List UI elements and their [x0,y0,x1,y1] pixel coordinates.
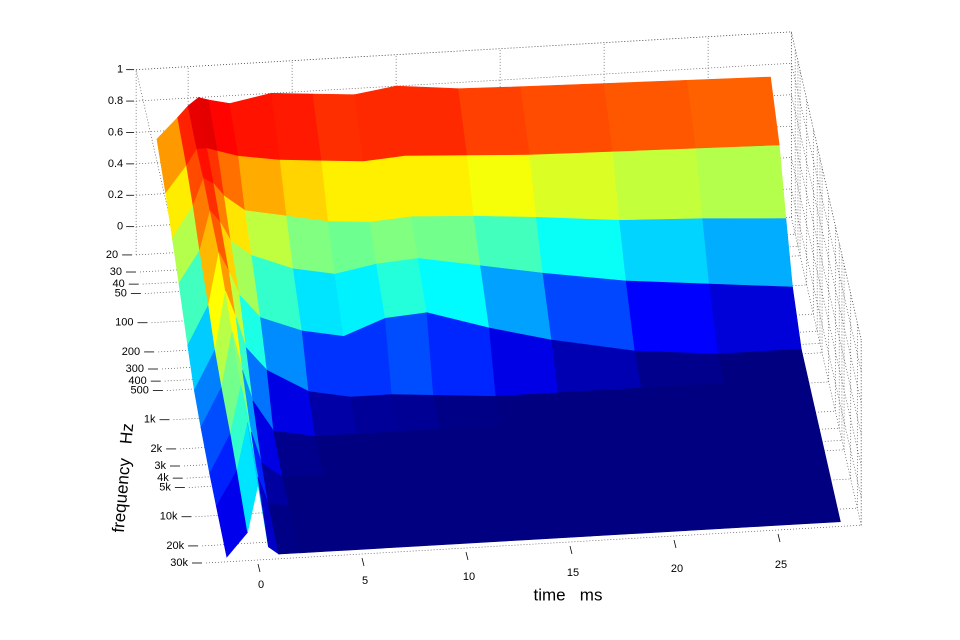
y-tick-label: 5k [159,481,171,493]
y-tick-label: 1k [144,414,156,426]
grid-line [205,524,862,564]
surface-patch [510,460,581,494]
x-tick [257,563,261,573]
surface-patch [391,394,441,432]
y-tick-label: 4k [157,472,169,484]
surface-patch [406,467,456,500]
box-edge [790,31,862,341]
x-axis-label: time ms [534,585,603,604]
surface-patch [724,378,815,413]
surface-patch [634,350,726,389]
x-tick-label: 15 [567,567,579,579]
surface-patch [495,392,566,426]
z-tick-label: 0 [117,221,123,233]
surface-patch [579,484,675,537]
y-tick-label: 30k [170,557,188,569]
y-tick-label: 100 [115,317,133,329]
y-tick-label: 40 [113,278,125,290]
grid-line [136,62,792,102]
z-tick-label: 0.6 [108,126,123,138]
surface-patch [395,85,468,157]
surface-patch [323,472,373,505]
surface-patch [739,445,831,481]
surface-patch [641,382,732,418]
y-tick-label: 30 [110,266,122,278]
y-tick-label: 2k [151,443,163,455]
surface-patch [573,455,664,491]
surface-patch [520,83,614,156]
surface-patch [349,394,399,435]
y-tick-label: 3k [154,460,166,472]
z-tick-label: 0.2 [108,189,123,201]
surface-patch [282,474,332,507]
surface-patch [365,469,415,503]
grid-line [790,31,862,341]
y-tick-label: 20k [166,540,184,552]
z-tick-label: 0.8 [108,95,123,107]
surface-patch [656,450,748,486]
surface-patch [717,348,809,384]
surface-patch [517,489,592,541]
x-tick-label: 0 [258,579,264,591]
surface-patch [458,86,531,156]
surface-patch [612,148,704,221]
surface-patch [502,421,575,465]
surface-patch [404,155,475,218]
surface-patch [702,218,793,288]
surface-patch [238,155,288,217]
surface-patch [535,216,627,282]
box-edge [136,31,792,71]
surface-patch [625,280,719,355]
surface-patch [603,79,697,153]
x-tick-label: 10 [463,571,475,583]
x-tick [777,533,781,543]
surface-patch [301,330,351,398]
surface-patch [466,154,537,218]
surface-patch [433,394,503,430]
surface-patch [308,391,358,437]
surface-patch [647,412,741,457]
y-tick-label: 10k [160,511,178,523]
y-tick-label: 50 [115,287,127,299]
y-tick-label: 300 [126,363,144,375]
x-tick-label: 5 [362,575,368,587]
surface-patch [746,475,841,527]
surface-patch [686,76,780,150]
x-tick [673,539,677,549]
surface-patch [384,312,434,396]
surface-patch [730,407,824,452]
x-tick-label: 20 [671,563,683,575]
grid-line [136,31,792,71]
x-tick [361,557,365,567]
surface-patch [619,218,710,285]
surface-patch [411,215,481,267]
x-tick [569,545,573,555]
z-tick-label: 0.4 [108,158,123,170]
surface-patch [708,283,802,355]
surface-patch [473,215,544,274]
surface-patch [542,272,636,352]
surface-patch [321,160,371,223]
surface-patch [448,463,519,498]
z-tick-label: 1 [117,64,123,76]
y-tick-label: 20 [106,249,118,261]
surface-patch [286,215,336,275]
y-axis-label: frequency Hz [109,422,137,533]
y-tick-label: 400 [128,375,146,387]
surface-patch [455,493,529,544]
y-tick-label: 500 [131,384,149,396]
surface-patch [663,479,758,532]
surface-patch [439,425,512,469]
surface-patch [695,145,787,220]
surface-patch [564,416,658,461]
surface-patch [557,387,649,423]
y-tick-label: 200 [122,346,140,358]
surface-patch [529,151,620,221]
x-tick-label: 25 [775,559,787,571]
x-tick [465,551,469,561]
surface-patch [362,155,412,223]
surface-patch [369,216,419,265]
surface-patch [279,159,329,222]
